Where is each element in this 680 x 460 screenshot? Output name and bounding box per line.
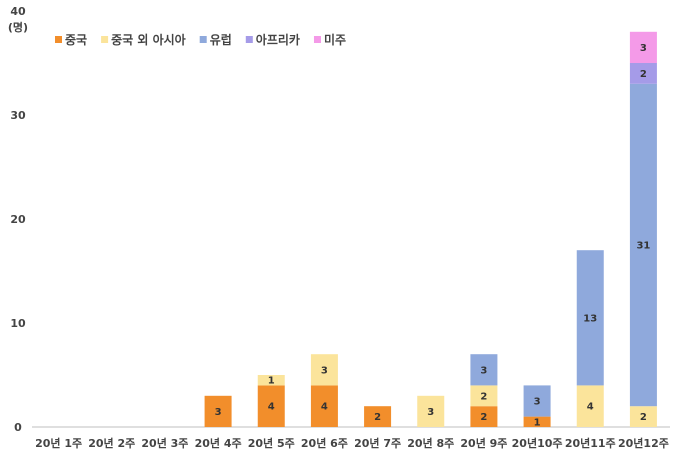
x-axis-labels: 20년 1주 20년 2주 20년 3주 20년 4주 20년 5주 20년 6주 20년 … [35, 436, 669, 450]
y-axis-unit-label: (명) [8, 20, 28, 34]
bar-segment [364, 406, 392, 427]
data-label: 4 [268, 402, 275, 413]
y-tick-label: 10 [10, 317, 26, 330]
data-label: 3 [427, 407, 434, 418]
y-axis-top-value: 40 [10, 5, 26, 18]
legend-label: 중국 외 아시아 [111, 32, 186, 47]
x-category-label: 20년 8주 [407, 436, 454, 450]
bar-segment [523, 385, 551, 417]
legend-swatch [245, 36, 253, 43]
data-label: 3 [534, 397, 541, 408]
data-label: 3 [480, 365, 487, 376]
x-category-label: 20년 2주 [88, 436, 135, 450]
bar-segment [417, 395, 445, 427]
data-label: 2 [374, 412, 381, 423]
data-label: 2 [480, 391, 487, 402]
legend-swatch [55, 36, 62, 43]
y-tick-label: 0 [14, 421, 22, 434]
x-category-label: 20년10주 [512, 436, 563, 450]
data-label: 31 [636, 241, 650, 252]
data-label: 2 [640, 412, 647, 423]
legend-label: 아프리카 [256, 32, 300, 47]
data-label: 4 [587, 402, 594, 413]
bar-segment [257, 385, 285, 427]
bar-segment [629, 63, 657, 84]
bars-layer [204, 31, 657, 427]
bar-segment [576, 385, 604, 427]
bar-segment [629, 406, 657, 427]
legend-label: 중국 [65, 33, 87, 47]
bar-segment [257, 375, 285, 386]
data-label: 2 [480, 412, 487, 423]
legend-label: 미주 [324, 32, 346, 47]
legend-swatch [313, 36, 321, 43]
x-category-label: 20년11주 [565, 436, 616, 450]
x-category-label: 20년 4주 [195, 436, 242, 450]
bar-segment [629, 31, 657, 63]
data-label: 2 [640, 69, 647, 80]
y-axis-ticks: 0 10 20 30 [10, 109, 26, 434]
bar-segment [576, 250, 604, 386]
data-label: 3 [215, 407, 222, 418]
legend: 중국 중국 외 아시아 유럽 아프리카 미주 [55, 32, 346, 47]
data-label: 4 [321, 402, 328, 413]
x-category-label: 20년 5주 [248, 436, 295, 450]
bar-segment [310, 385, 338, 427]
data-label: 3 [640, 43, 647, 54]
data-label: 3 [321, 365, 328, 376]
bar-segment [629, 83, 657, 407]
y-tick-label: 30 [10, 109, 26, 122]
x-category-label: 20년 1주 [35, 436, 82, 450]
bar-segment [204, 395, 232, 427]
data-label: 13 [583, 313, 597, 324]
x-category-label: 20년 9주 [460, 436, 507, 450]
y-tick-label: 20 [10, 213, 26, 226]
bar-segment [523, 416, 551, 427]
x-category-label: 20년 6주 [301, 436, 348, 450]
x-category-label: 20년12주 [618, 436, 669, 450]
data-label: 1 [268, 376, 275, 387]
legend-swatch [199, 36, 207, 43]
bar-segment [470, 385, 498, 407]
bar-segment [470, 406, 498, 427]
legend-swatch [101, 36, 109, 43]
legend-label: 유럽 [210, 33, 232, 47]
x-category-label: 20년 3주 [141, 436, 188, 450]
bar-segment [310, 354, 338, 386]
data-label: 1 [534, 417, 541, 428]
x-category-label: 20년 7주 [354, 436, 401, 450]
bar-segment [470, 354, 498, 386]
